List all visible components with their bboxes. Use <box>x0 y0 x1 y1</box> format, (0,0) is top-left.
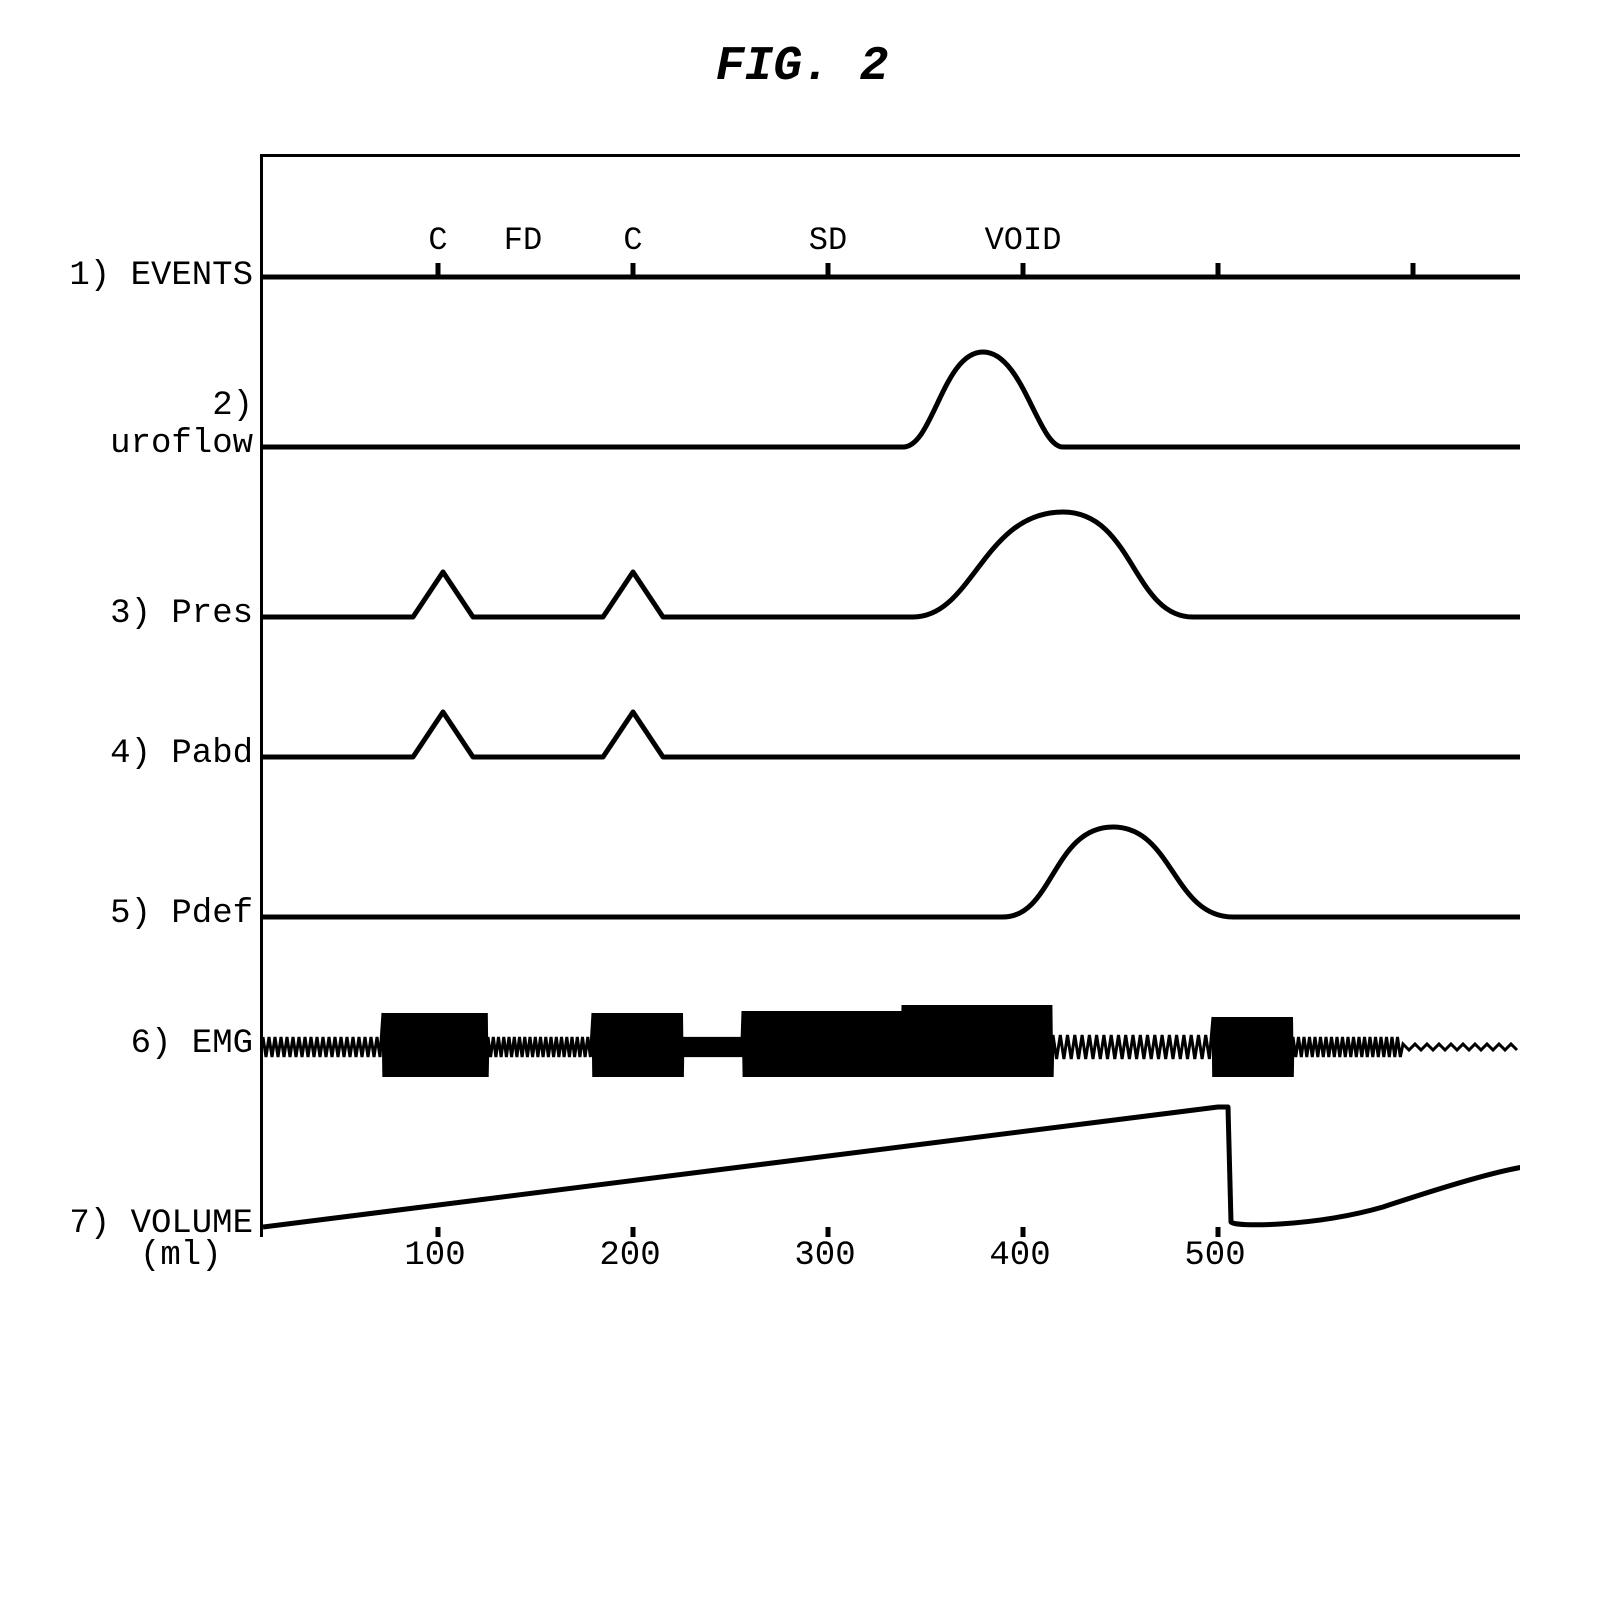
figure-container: FIG. 2 1) EVENTSCFDCSDVOID2) uroflow3) P… <box>40 40 1564 1297</box>
trace-label: 3) Pres <box>53 595 253 633</box>
x-axis: (ml)100200300400500 <box>260 1237 1520 1297</box>
event-marker-label: VOID <box>985 222 1062 259</box>
event-marker-label: C <box>623 222 642 259</box>
trace-row-events: 1) EVENTSCFDCSDVOID <box>263 157 1520 287</box>
x-tick-label: 400 <box>989 1237 1050 1275</box>
x-axis-unit: (ml) <box>140 1237 222 1275</box>
event-marker-label: FD <box>504 222 542 259</box>
x-tick-label: 100 <box>404 1237 465 1275</box>
trace-svg <box>263 767 1520 927</box>
x-tick-label: 500 <box>1184 1237 1245 1275</box>
figure-title: FIG. 2 <box>40 40 1564 94</box>
trace-row: 2) uroflow <box>263 287 1520 457</box>
trace-row: 5) Pdef <box>263 767 1520 927</box>
trace-label: 4) Pabd <box>53 735 253 773</box>
trace-row: 6) EMG <box>263 927 1520 1077</box>
trace-svg <box>263 927 1520 1077</box>
x-tick-label: 200 <box>599 1237 660 1275</box>
trace-svg <box>263 1077 1520 1237</box>
trace-svg <box>263 287 1520 457</box>
trace-label: 6) EMG <box>53 1025 253 1063</box>
x-tick-label: 300 <box>794 1237 855 1275</box>
trace-row: 4) Pabd <box>263 627 1520 767</box>
trace-row: 3) Pres <box>263 457 1520 627</box>
trace-svg <box>263 457 1520 627</box>
event-marker-label: C <box>428 222 447 259</box>
trace-label: 2) uroflow <box>53 387 253 463</box>
trace-svg <box>263 627 1520 767</box>
x-axis-ticks <box>260 1219 1520 1237</box>
trace-row: 7) VOLUME <box>263 1077 1520 1237</box>
event-marker-label: SD <box>809 222 847 259</box>
trace-label: 5) Pdef <box>53 895 253 933</box>
trace-label: 1) EVENTS <box>53 257 253 295</box>
chart-area: 1) EVENTSCFDCSDVOID2) uroflow3) Pres4) P… <box>260 154 1520 1237</box>
events-svg: C FD C SD VOID <box>263 157 1520 287</box>
